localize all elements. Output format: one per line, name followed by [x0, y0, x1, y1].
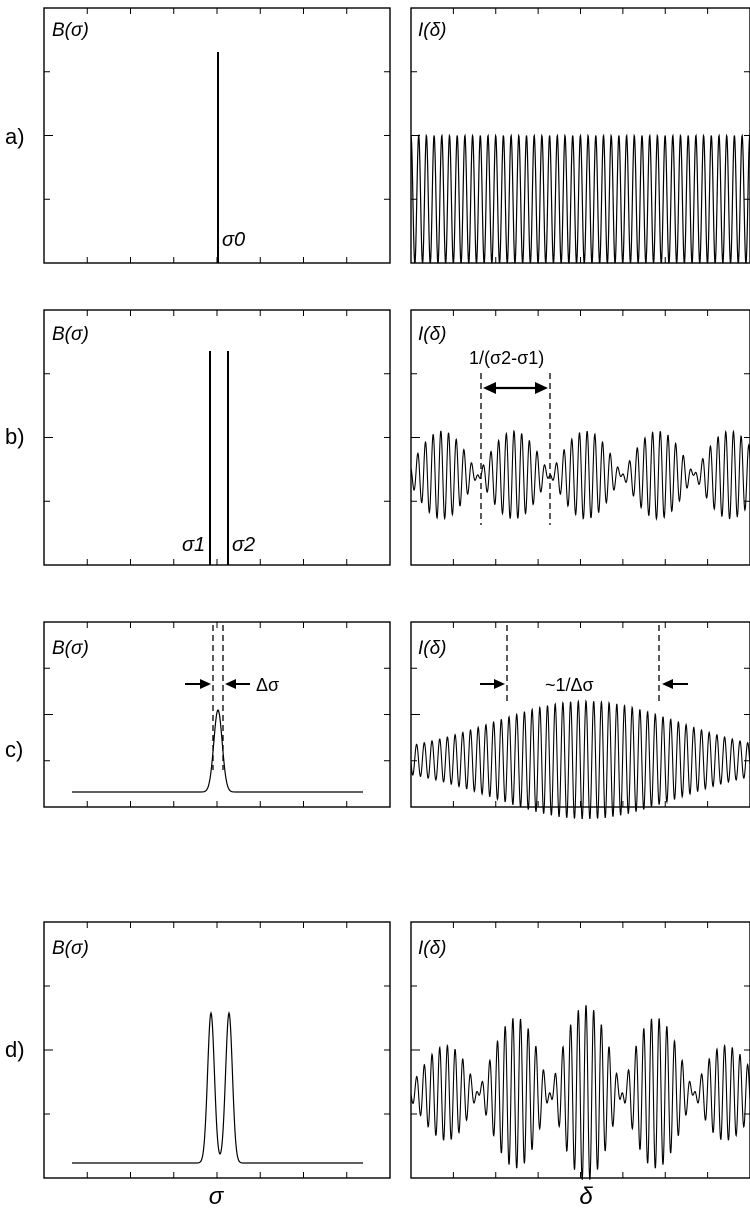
row-label-b: b)	[5, 424, 25, 449]
beating-gaussian-interferogram	[410, 1005, 750, 1181]
sigma-axis-label: σ	[209, 1183, 225, 1210]
panel-frame	[43, 921, 391, 1179]
right-axis-title-b: I(δ)	[418, 324, 447, 345]
coherence-arrow-right-head	[662, 679, 673, 689]
coherence-length-label: ~1/Δσ	[545, 675, 594, 695]
row-label-d: d)	[5, 1037, 25, 1062]
row-label-a: a)	[5, 124, 25, 149]
beat-interferogram	[410, 429, 750, 522]
left-axis-title-c: B(σ)	[52, 638, 89, 659]
row-label-c: c)	[5, 737, 23, 762]
linewidth-arrow-right-head	[225, 679, 236, 689]
panel-b-right	[410, 309, 750, 566]
panel-frame	[43, 309, 391, 566]
broadened-line-spectrum	[72, 709, 363, 793]
left-axis-title-b: B(σ)	[52, 324, 89, 345]
beat-period-label: 1/(σ2-σ1)	[469, 348, 544, 368]
coherence-arrow-left-head	[494, 679, 505, 689]
right-axis-title-a: I(δ)	[418, 20, 447, 41]
double-broadened-spectrum	[72, 1010, 363, 1164]
right-axis-title-d: I(δ)	[418, 938, 447, 959]
panel-c-right	[410, 621, 750, 808]
cosine-interferogram	[410, 133, 750, 264]
sigma0-label: σ0	[222, 229, 245, 251]
delta-sigma-label: Δσ	[256, 675, 279, 695]
beat-arrow-right-head	[535, 382, 548, 394]
left-axis-title-a: B(σ)	[52, 20, 89, 41]
gaussian-interferogram	[410, 699, 750, 820]
sigma2-label: σ2	[232, 534, 255, 556]
delta-axis-label: δ	[579, 1183, 593, 1210]
right-axis-title-c: I(δ)	[418, 638, 447, 659]
panel-b-left	[43, 309, 391, 566]
panel-d-right	[410, 921, 750, 1179]
linewidth-arrow-left-head	[200, 679, 211, 689]
sigma1-label: σ1	[182, 534, 205, 556]
panel-c-left	[43, 621, 391, 808]
beat-arrow-left-head	[483, 382, 496, 394]
panel-d-left	[43, 921, 391, 1179]
left-axis-title-d: B(σ)	[52, 938, 89, 959]
